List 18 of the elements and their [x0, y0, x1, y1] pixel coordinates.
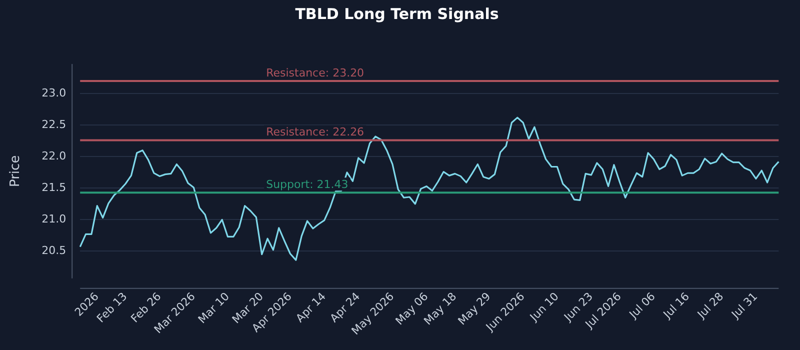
- y-tick-label: 21.5: [42, 181, 66, 194]
- y-axis-title: Price: [8, 155, 24, 188]
- x-tick-label: Mar 10: [196, 290, 232, 326]
- ref-line-label: Resistance: 22.26: [266, 126, 364, 139]
- y-tick-label: 21.0: [42, 212, 66, 226]
- x-tick-label: Jul 06: [626, 290, 658, 322]
- ref-line-label: Resistance: 23.20: [266, 66, 364, 80]
- chart-title: TBLD Long Term Signals: [295, 4, 499, 23]
- ref-line-label: Support: 21.43: [266, 178, 348, 191]
- x-tick-label: Jul 28: [694, 290, 726, 322]
- y-tick-label: 20.5: [42, 244, 66, 258]
- y-tick-label: 22.0: [42, 150, 66, 163]
- x-tick-label: Jul 31: [728, 290, 760, 322]
- x-tick-label: Apr 14: [293, 290, 328, 325]
- y-tick-label: 22.5: [42, 118, 66, 132]
- x-tick-label: Jun 10: [526, 290, 562, 324]
- y-tick-label: 23.0: [42, 86, 66, 100]
- x-tick-label: Jul 16: [660, 290, 692, 322]
